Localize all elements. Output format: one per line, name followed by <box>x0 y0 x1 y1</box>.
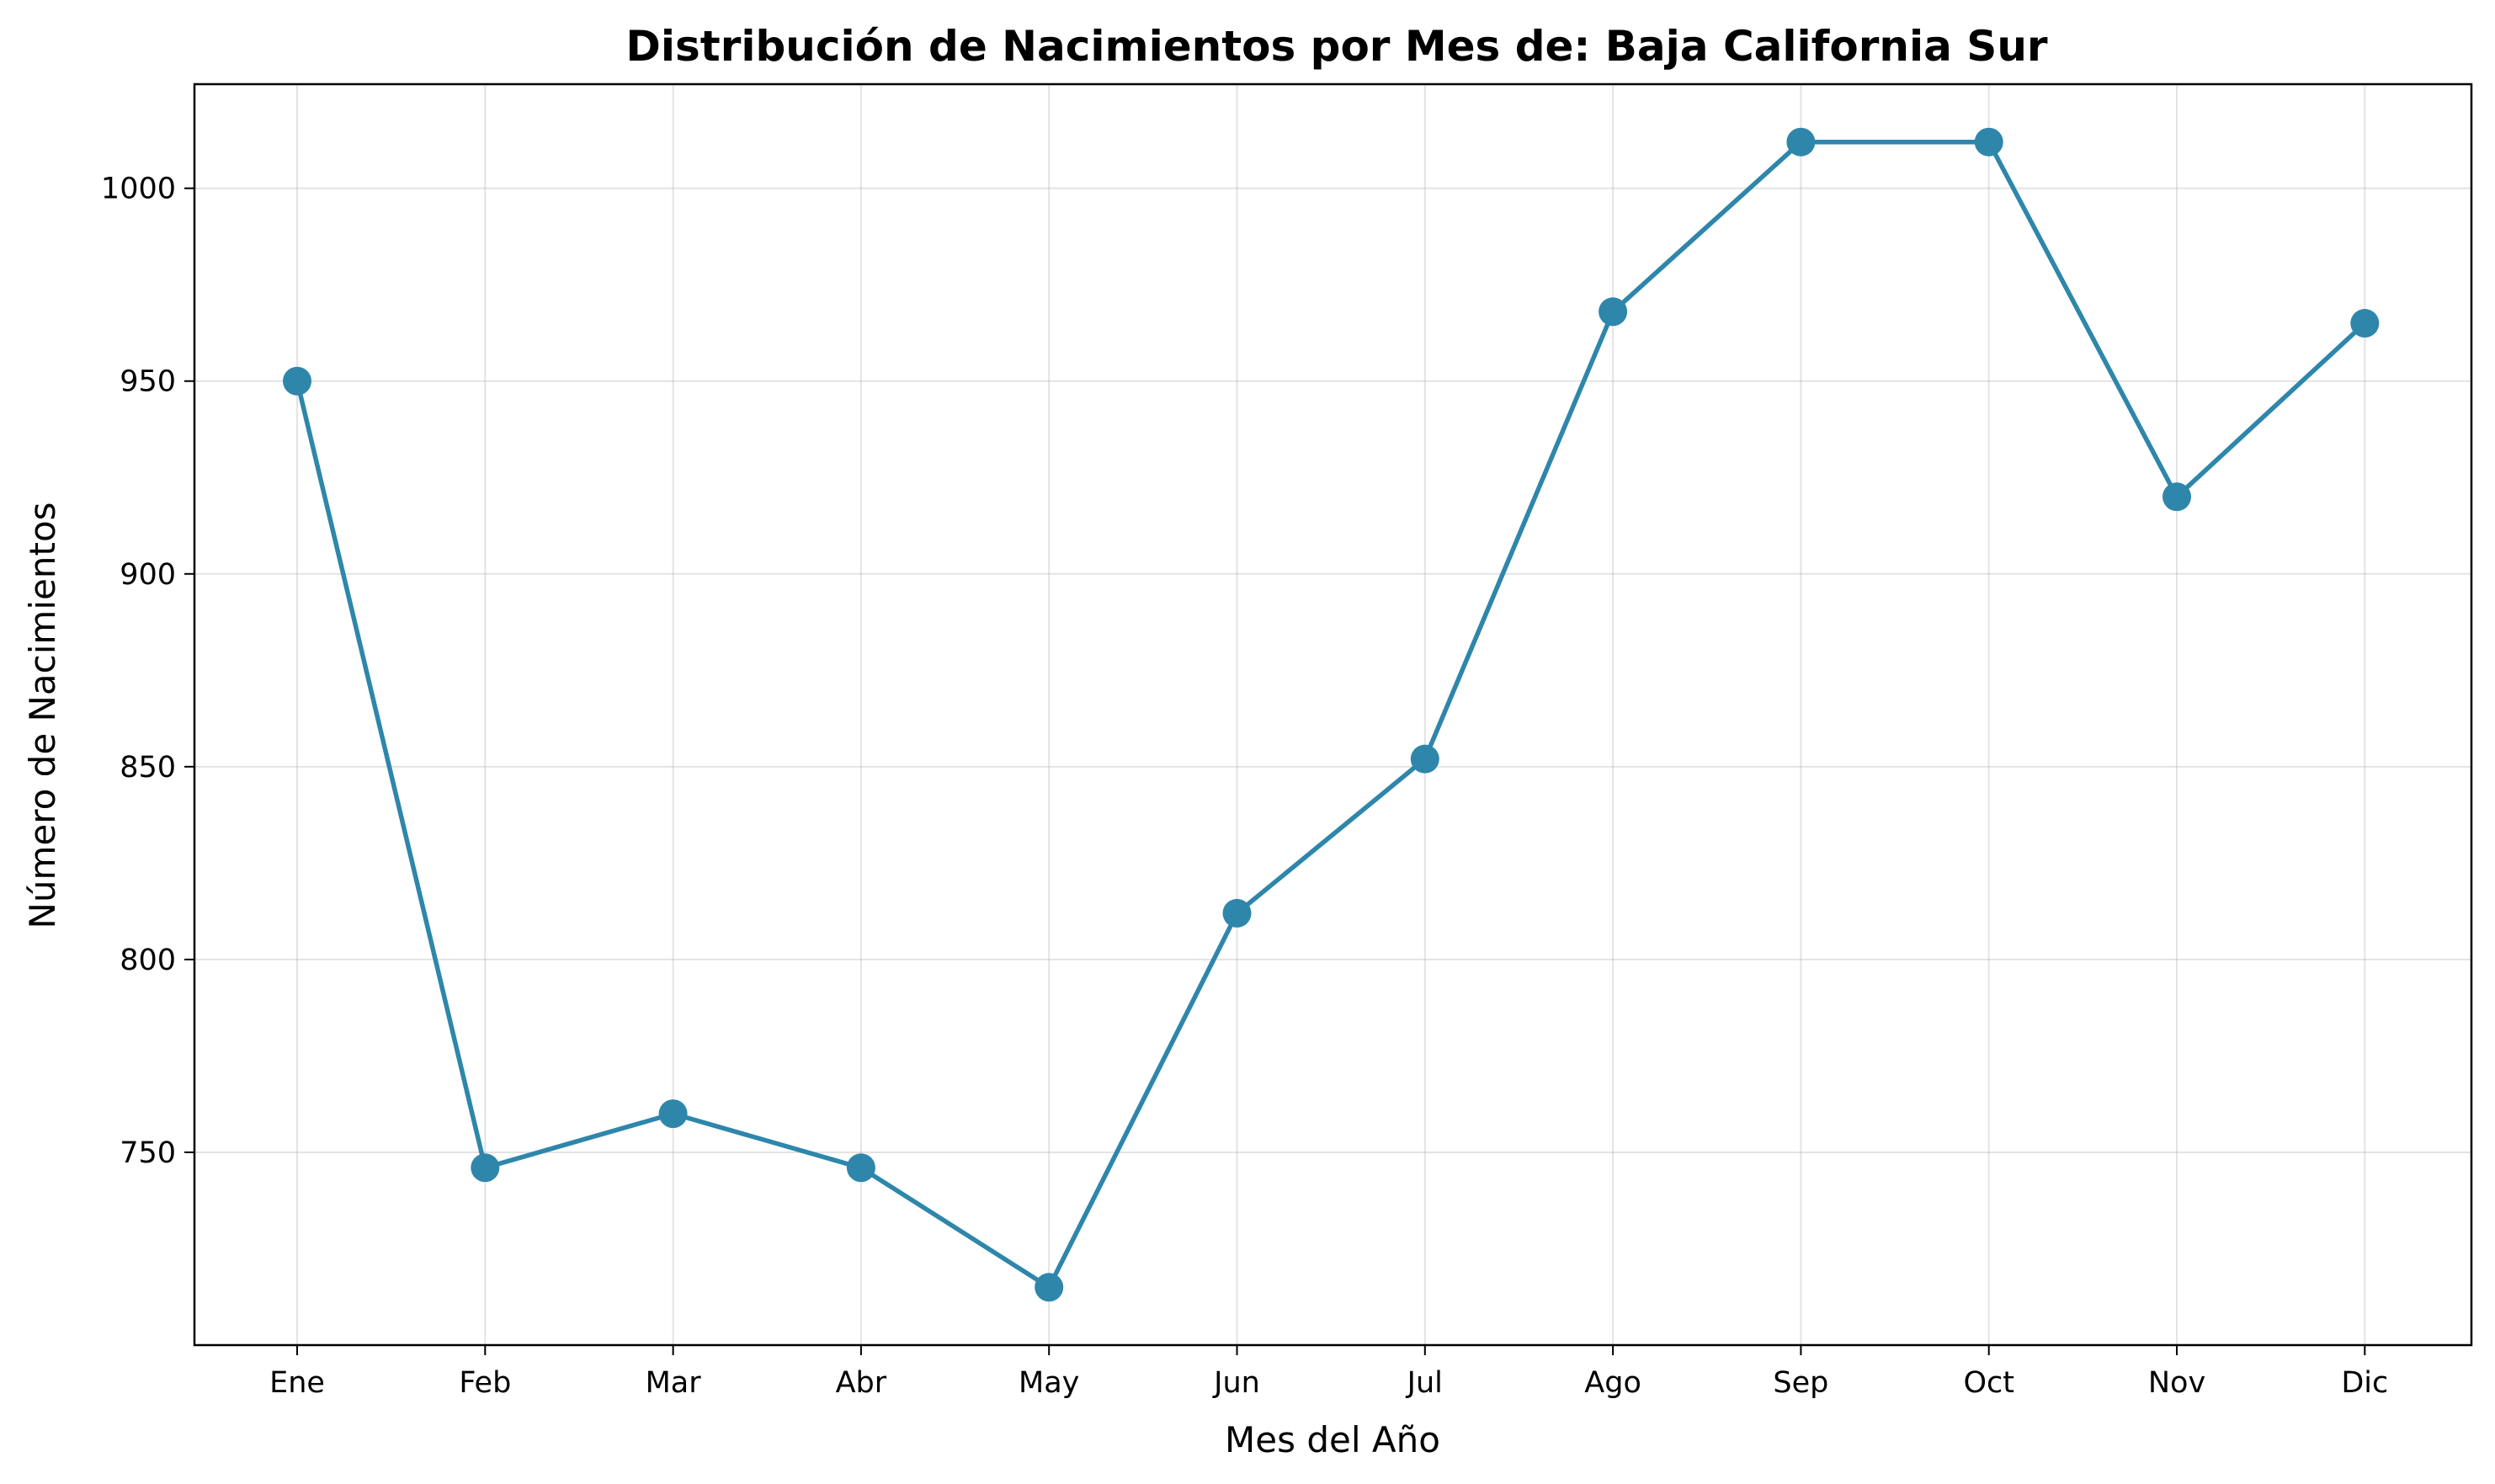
y-tick-label: 950 <box>120 365 176 399</box>
data-point <box>283 366 311 396</box>
x-tick-label: Mar <box>646 1366 702 1400</box>
x-tick-label: Ago <box>1584 1366 1641 1400</box>
y-tick-label: 850 <box>120 751 176 785</box>
data-point <box>1974 127 2003 157</box>
grid-layer <box>194 84 2471 1345</box>
x-tick-label: Abr <box>836 1366 887 1400</box>
series-line <box>295 139 2367 1290</box>
x-tick-label: Sep <box>1773 1366 1828 1400</box>
data-point <box>2163 482 2191 512</box>
y-tick-label: 1000 <box>101 173 176 206</box>
x-tick-label: Nov <box>2148 1366 2205 1400</box>
x-axis-label: Mes del Año <box>1225 1419 1440 1460</box>
data-point <box>1410 744 1439 774</box>
chart-title: Distribución de Nacimientos por Mes de: … <box>625 22 2048 71</box>
series-layer <box>283 127 2380 1302</box>
data-point <box>1599 297 1628 327</box>
data-point <box>1786 127 1816 157</box>
data-point <box>1222 898 1252 928</box>
tick-layer: Ene Feb Mar Abr May Jun Jul Ago Sep Oct Nov Dic 750 8… <box>101 173 2388 1400</box>
data-point <box>1035 1273 1064 1302</box>
x-tick-label: Ene <box>269 1366 325 1400</box>
data-point <box>471 1153 500 1183</box>
y-tick-label: 800 <box>120 944 176 977</box>
data-point <box>2350 309 2380 338</box>
y-axis-label: Número de Nacimientos <box>22 502 63 928</box>
x-tick-label: Jun <box>1212 1366 1260 1400</box>
x-tick-label: May <box>1019 1366 1079 1400</box>
x-tick-label: Feb <box>459 1366 511 1400</box>
data-point <box>658 1099 688 1129</box>
x-tick-label: Jul <box>1406 1366 1443 1400</box>
x-tick-label: Oct <box>1963 1366 2014 1400</box>
data-point <box>846 1153 875 1183</box>
y-tick-label: 750 <box>120 1136 176 1170</box>
x-tick-label: Dic <box>2341 1366 2388 1400</box>
plot-frame <box>193 82 2473 1347</box>
y-tick-label: 900 <box>120 558 176 592</box>
